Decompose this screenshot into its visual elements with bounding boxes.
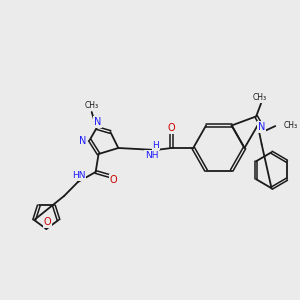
Text: O: O [168,123,176,133]
Text: N: N [258,122,266,132]
Text: CH₃: CH₃ [283,121,297,130]
Text: N: N [79,136,86,146]
Text: H: H [152,140,159,149]
Text: NH: NH [145,151,159,160]
Text: N: N [94,117,101,127]
Text: O: O [44,217,51,227]
Text: HN: HN [72,172,86,181]
Text: O: O [110,175,117,185]
Text: CH₃: CH₃ [253,93,267,102]
Text: CH₃: CH₃ [85,100,99,109]
